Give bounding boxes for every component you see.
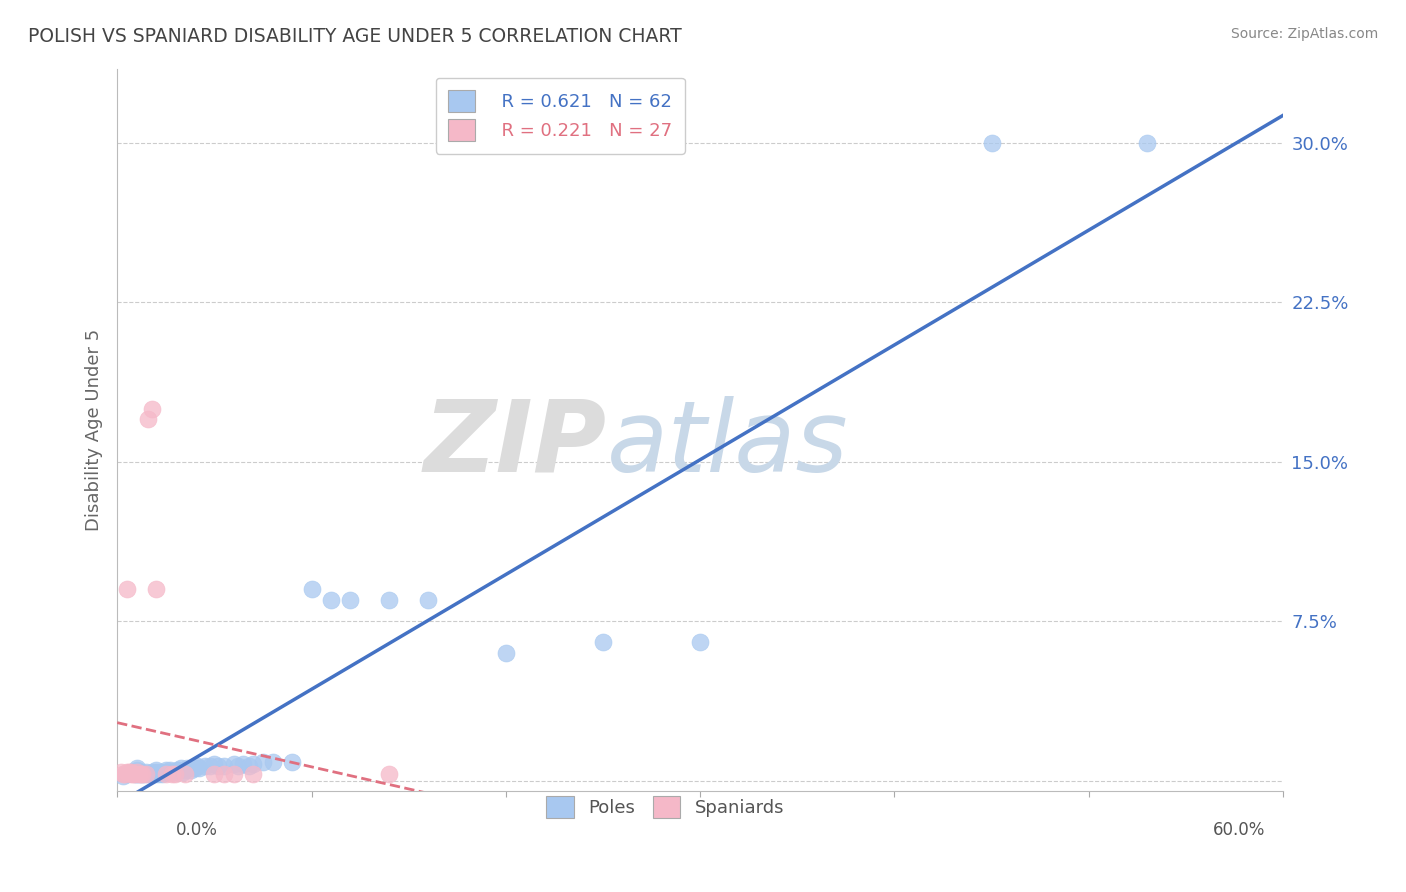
Text: atlas: atlas (607, 396, 848, 493)
Point (194, 759, 217, 773)
Point (339, 593, 361, 607)
Point (187, 761, 209, 775)
Point (222, 767, 245, 781)
Point (115, 582, 138, 597)
Point (114, 767, 136, 781)
Point (145, 582, 167, 597)
Point (139, 767, 162, 781)
Point (202, 767, 225, 781)
Point (121, 767, 143, 781)
Point (262, 755, 284, 769)
Point (186, 759, 208, 773)
Point (125, 763, 148, 777)
Point (134, 767, 156, 781)
Point (124, 767, 146, 781)
Point (115, 765, 138, 780)
Point (176, 761, 198, 775)
Point (252, 755, 274, 769)
Point (980, 136, 1002, 150)
Point (212, 759, 235, 773)
Point (495, 646, 517, 660)
Point (378, 767, 401, 781)
Point (129, 765, 152, 780)
Point (301, 582, 323, 597)
Point (159, 763, 181, 777)
Text: POLISH VS SPANIARD DISABILITY AGE UNDER 5 CORRELATION CHART: POLISH VS SPANIARD DISABILITY AGE UNDER … (28, 27, 682, 45)
Point (153, 765, 176, 780)
Legend: Poles, Spaniards: Poles, Spaniards (540, 789, 792, 826)
Point (165, 765, 187, 780)
Point (155, 763, 177, 777)
Point (156, 765, 179, 780)
Point (222, 756, 245, 771)
Point (207, 759, 229, 773)
Point (111, 769, 134, 783)
Point (146, 767, 169, 781)
Point (166, 763, 188, 777)
Point (242, 756, 264, 771)
Point (416, 593, 439, 607)
Point (212, 767, 235, 781)
Point (319, 593, 342, 607)
Point (180, 763, 202, 777)
Point (238, 759, 260, 773)
Point (145, 765, 167, 780)
Point (165, 767, 187, 781)
Point (136, 767, 159, 781)
Text: ZIP: ZIP (423, 396, 607, 493)
Point (115, 767, 138, 781)
Point (689, 635, 711, 649)
Point (145, 763, 167, 777)
Point (1136, 136, 1159, 150)
Point (174, 767, 197, 781)
Point (136, 412, 159, 426)
Point (128, 767, 150, 781)
Point (184, 761, 207, 775)
Point (149, 765, 172, 780)
Point (131, 767, 153, 781)
Point (141, 401, 163, 416)
Point (150, 767, 173, 781)
Point (200, 759, 222, 773)
Point (135, 765, 157, 780)
Y-axis label: Disability Age Under 5: Disability Age Under 5 (86, 329, 103, 531)
Point (172, 765, 194, 780)
Point (135, 767, 157, 781)
Point (128, 767, 150, 781)
Point (232, 756, 254, 771)
Point (592, 635, 614, 649)
Point (111, 767, 134, 781)
Point (120, 767, 142, 781)
Point (141, 765, 163, 780)
Point (120, 765, 142, 780)
Point (125, 767, 148, 781)
Point (169, 763, 191, 777)
Point (160, 765, 183, 780)
Point (202, 756, 225, 771)
Point (125, 765, 148, 780)
Text: 60.0%: 60.0% (1213, 821, 1265, 838)
Point (131, 767, 153, 781)
Point (121, 765, 143, 780)
Point (124, 767, 146, 781)
Point (118, 765, 141, 780)
Point (226, 759, 249, 773)
Point (129, 767, 152, 781)
Point (110, 765, 132, 780)
Point (120, 765, 142, 780)
Text: Source: ZipAtlas.com: Source: ZipAtlas.com (1230, 27, 1378, 41)
Point (378, 593, 401, 607)
Point (281, 755, 304, 769)
Point (125, 765, 148, 780)
Point (143, 767, 166, 781)
Point (242, 767, 264, 781)
Text: 0.0%: 0.0% (176, 821, 218, 838)
Point (170, 761, 193, 775)
Point (160, 767, 183, 781)
Point (174, 763, 197, 777)
Point (155, 767, 177, 781)
Point (125, 761, 148, 775)
